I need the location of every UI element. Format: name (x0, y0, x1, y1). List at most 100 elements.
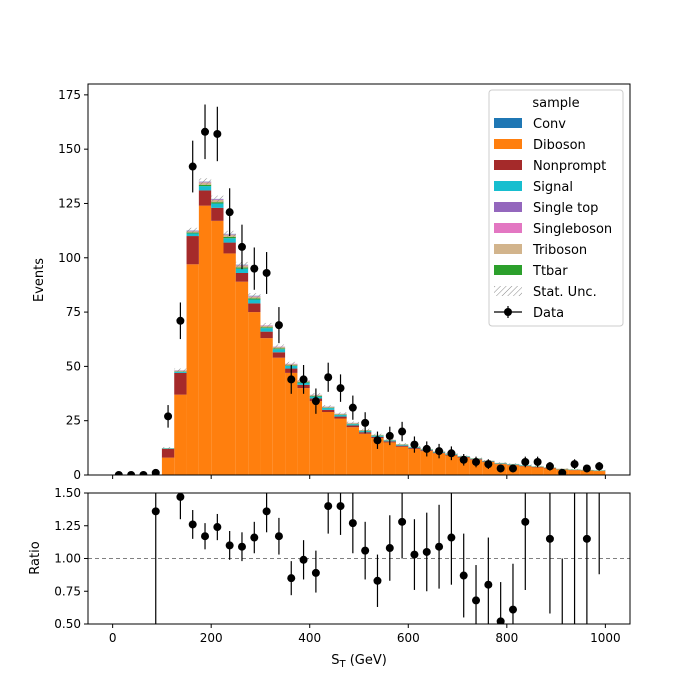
ratio-point (188, 520, 197, 529)
data-point (127, 471, 136, 475)
bar-diboson (593, 471, 606, 475)
bar-diboson (359, 433, 372, 475)
bar-nonprompt (198, 190, 212, 206)
legend-label-singleboson: Singleboson (533, 222, 612, 237)
ratio-point (299, 555, 308, 564)
bar-diboson (211, 220, 224, 475)
ratio-panel: 0.50 0.75 1.00 1.25 1.50 0 200 400 600 800 1000 R… (28, 486, 631, 670)
data-point (274, 321, 283, 330)
legend-swatch-nonprompt (494, 160, 522, 170)
ratio-x-tick-label: 200 (200, 631, 223, 645)
ratio-point (274, 532, 283, 541)
data-point (237, 242, 246, 251)
main-y-axis-label: Events (32, 258, 47, 302)
legend-label-nonprompt: Nonprompt (533, 159, 606, 174)
bar-diboson (186, 264, 199, 475)
bar-diboson (334, 418, 347, 475)
ratio-x-ticks: 0 200 400 600 800 1000 (109, 624, 621, 645)
bar-signal (235, 268, 249, 273)
ratio-point (287, 574, 296, 583)
data-point (496, 464, 505, 473)
bar-nonprompt (248, 303, 261, 313)
bar-signal (322, 408, 335, 410)
bar-diboson (408, 448, 421, 475)
bar-diboson (580, 470, 594, 475)
bar-ttbar (223, 236, 236, 239)
ratio-y-tick-label: 0.50 (54, 617, 81, 631)
bar-nonprompt (346, 425, 359, 428)
data-point (139, 471, 148, 475)
data-point (213, 129, 222, 138)
data-point (250, 264, 259, 273)
ratio-x-axis-label: ST (GeV) (331, 653, 387, 670)
main-y-ticks: 0 25 50 75 100 125 150 175 (58, 88, 88, 482)
y-tick-label: 0 (73, 468, 81, 482)
bar-diboson (309, 401, 323, 475)
data-point (410, 440, 419, 449)
y-tick-label: 75 (66, 305, 81, 319)
stat-unc-band-segment (161, 446, 175, 450)
y-tick-label: 175 (58, 88, 81, 102)
stat-unc-band-segment (322, 405, 335, 409)
bar-diboson (346, 427, 359, 475)
ratio-point (250, 533, 259, 542)
data-point (521, 457, 530, 466)
stat-unc-band-segment (272, 344, 286, 349)
ratio-point (348, 519, 357, 528)
ratio-point (336, 502, 345, 511)
ratio-point (472, 596, 481, 605)
ratio-y-ticks: 0.50 0.75 1.00 1.25 1.50 (54, 486, 88, 631)
legend-handle-stat-unc (494, 286, 522, 296)
ratio-point (398, 517, 407, 526)
ratio-y-tick-label: 1.00 (54, 552, 81, 566)
bar-diboson (543, 468, 557, 475)
bar-diboson (445, 455, 458, 475)
stat-unc-band-segment (285, 361, 298, 366)
ratio-y-tick-label: 0.75 (54, 584, 81, 598)
y-tick-label: 25 (66, 414, 81, 428)
legend-swatch-conv (494, 118, 522, 128)
stat-unc-band-segment (174, 368, 187, 373)
bar-diboson (531, 467, 544, 475)
ratio-point (385, 544, 394, 553)
ratio-point (373, 576, 382, 585)
bar-nonprompt (235, 272, 249, 282)
bar-diboson (248, 312, 261, 475)
bar-nonprompt (334, 416, 347, 419)
bar-ttbar (248, 298, 261, 300)
legend-swatch-singleboson (494, 223, 522, 233)
bar-diboson (568, 470, 581, 475)
legend-swatch-signal (494, 181, 522, 191)
bar-diboson (322, 412, 335, 475)
ratio-point (447, 533, 456, 542)
ratio-point (225, 541, 234, 550)
ratio-point (422, 547, 431, 556)
ratio-point (435, 542, 444, 551)
bar-ttbar (211, 202, 224, 204)
bar-signal (174, 371, 187, 373)
bar-diboson (395, 446, 409, 475)
bar-nonprompt (272, 352, 286, 358)
data-point (373, 436, 382, 445)
ratio-point (201, 532, 210, 541)
legend-entries: Conv Diboson Nonprompt Signal Single top Sing… (494, 117, 612, 321)
bar-diboson (260, 338, 273, 475)
stat-unc-band-segment (211, 195, 224, 203)
ratio-y-tick-label: 1.25 (54, 519, 81, 533)
legend-label-signal: Signal (533, 180, 573, 195)
data-point (398, 427, 407, 436)
legend-frame (488, 89, 624, 327)
bar-diboson (519, 466, 532, 475)
stacked-histogram (161, 181, 606, 475)
stat-unc-band-segment (334, 412, 347, 416)
bar-nonprompt (174, 372, 187, 395)
stat-unc-band-segment (494, 462, 507, 464)
main-panel: 0 25 50 75 100 125 150 175 Events (32, 83, 631, 482)
ratio-x-tick-label: 400 (298, 631, 321, 645)
y-tick-label: 150 (58, 142, 81, 156)
data-point (582, 464, 591, 473)
data-point (447, 449, 456, 458)
data-point (422, 444, 431, 453)
data-point (287, 375, 296, 384)
ratio-point (151, 507, 160, 516)
